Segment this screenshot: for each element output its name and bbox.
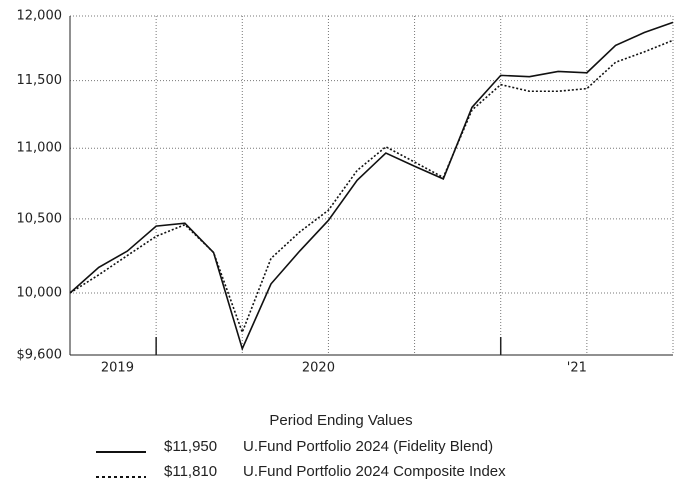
legend-title: Period Ending Values	[269, 412, 412, 429]
y-tick-label: 10,000	[17, 285, 63, 300]
x-tick-label: 2020	[302, 361, 335, 376]
legend-value: $11,810	[164, 463, 217, 480]
y-tick-label: 11,500	[17, 73, 63, 88]
legend-value: $11,950	[164, 438, 217, 455]
y-tick-label: $9,600	[17, 348, 63, 363]
legend-label: U.Fund Portfolio 2024 (Fidelity Blend)	[243, 438, 493, 455]
y-tick-label: 11,000	[17, 141, 63, 156]
series-line	[69, 21, 674, 351]
x-tick-label: '21	[567, 361, 587, 376]
legend-label: U.Fund Portfolio 2024 Composite Index	[243, 463, 506, 480]
y-tick-label: 12,000	[17, 9, 63, 24]
x-tick-label: 2019	[101, 361, 134, 376]
y-tick-label: 10,500	[17, 211, 63, 226]
series-line	[69, 39, 674, 335]
